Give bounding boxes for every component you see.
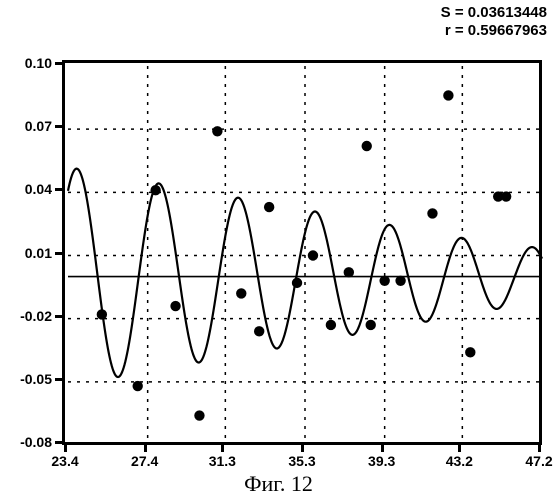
ytick-label: -0.08 <box>6 434 52 450</box>
ytick-label: -0.05 <box>6 371 52 387</box>
xtick-label: 39.3 <box>368 453 395 469</box>
xtick-mark <box>221 445 224 452</box>
xtick-mark <box>381 445 384 452</box>
xtick-mark <box>458 445 461 452</box>
ytick-mark <box>55 62 62 65</box>
ytick-label: 0.07 <box>6 118 52 134</box>
xtick-mark <box>64 445 67 452</box>
plot-svg <box>65 63 545 448</box>
ytick-label: -0.02 <box>6 308 52 324</box>
caption-text: Фиг. 12 <box>244 471 313 496</box>
ytick-mark <box>55 252 62 255</box>
ytick-label: 0.04 <box>6 181 52 197</box>
xtick-label: 43.2 <box>446 453 473 469</box>
ytick-mark <box>55 378 62 381</box>
stats-block: S = 0.03613448 r = 0.59667963 <box>441 4 547 40</box>
ytick-mark <box>55 125 62 128</box>
stat-r: r = 0.59667963 <box>441 22 547 40</box>
ytick-mark <box>55 315 62 318</box>
ytick-mark <box>55 441 62 444</box>
xtick-label: 23.4 <box>51 453 78 469</box>
xtick-mark <box>538 445 541 452</box>
figure-caption: Фиг. 12 <box>0 471 557 497</box>
stat-s: S = 0.03613448 <box>441 4 547 22</box>
plot-area <box>62 60 542 445</box>
xtick-label: 31.3 <box>209 453 236 469</box>
ytick-mark <box>55 188 62 191</box>
ytick-label: 0.10 <box>6 55 52 71</box>
xtick-mark <box>301 445 304 452</box>
ytick-label: 0.01 <box>6 245 52 261</box>
xtick-label: 27.4 <box>131 453 158 469</box>
xtick-label: 47.2 <box>525 453 552 469</box>
xtick-label: 35.3 <box>288 453 315 469</box>
xtick-mark <box>144 445 147 452</box>
